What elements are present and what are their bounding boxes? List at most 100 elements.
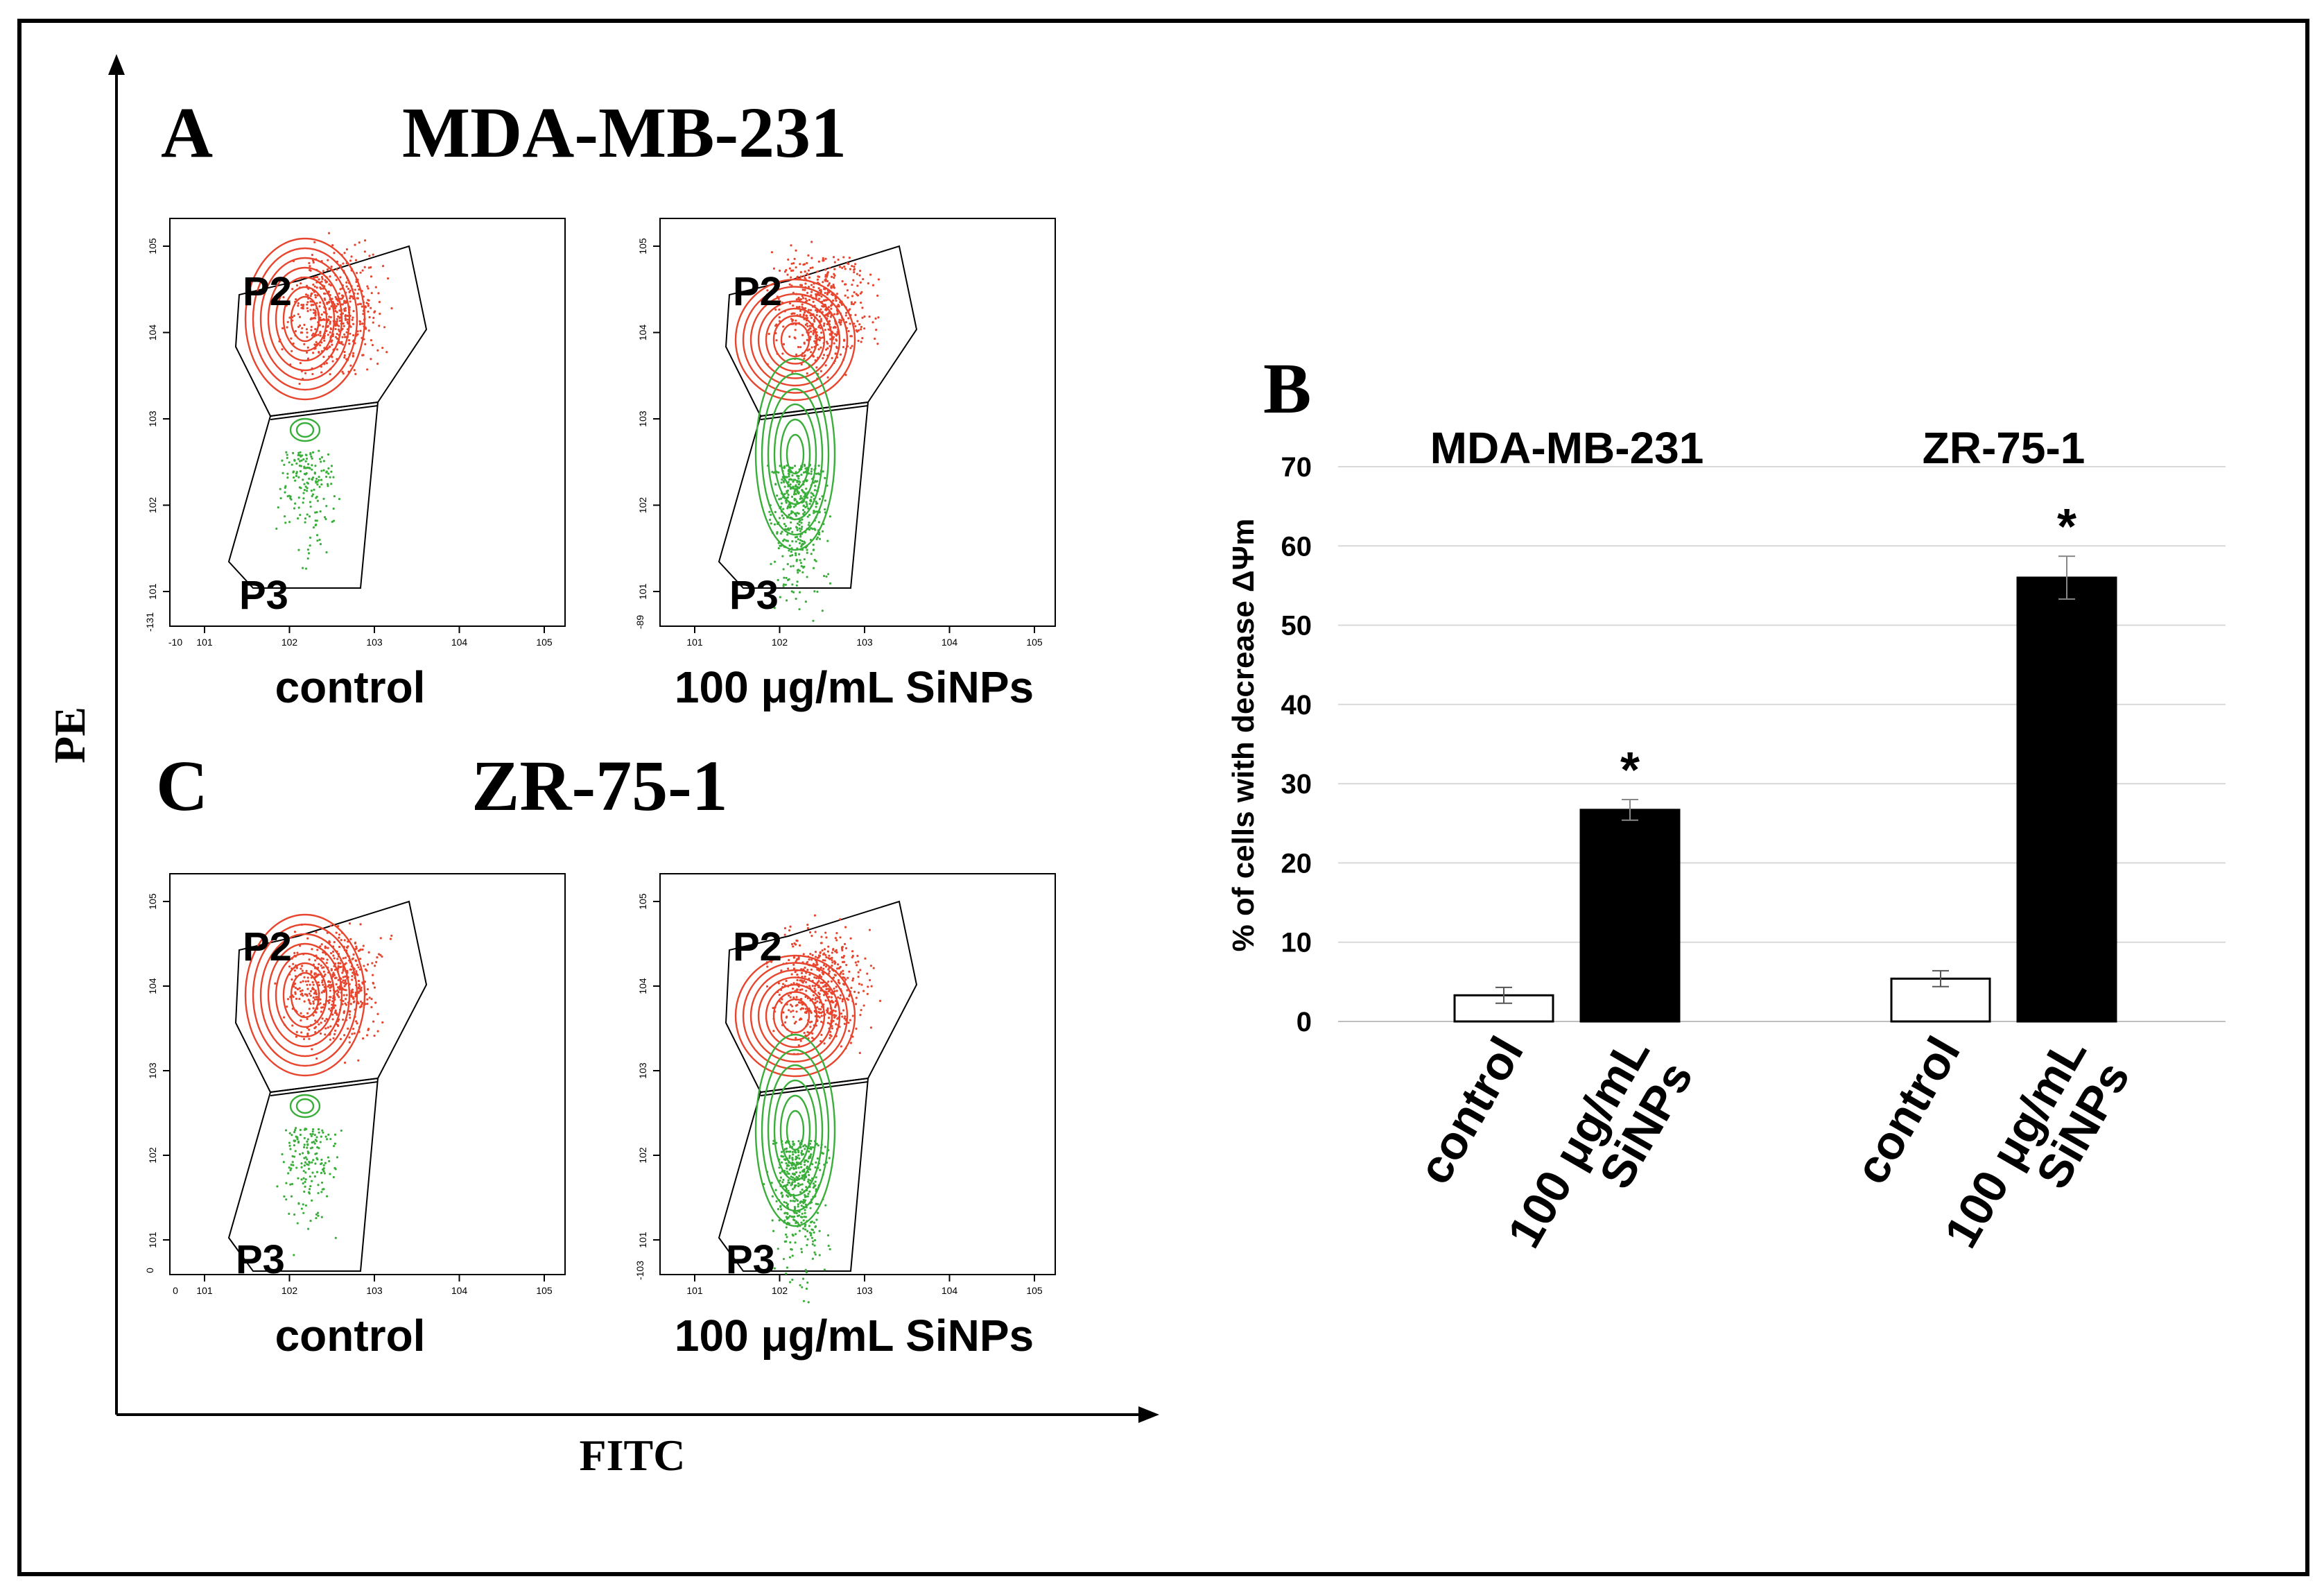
p2-event [835,1023,838,1026]
p2-event [366,285,369,288]
p2-event [327,325,329,327]
p3-event [311,1128,315,1131]
p2-event [797,306,801,309]
p2-event [324,279,327,282]
p2-contour [734,954,856,1078]
p2-event [348,1036,351,1039]
p3-event [796,569,799,572]
p2-event [821,949,824,952]
flow-plot-frame [659,873,1056,1275]
p2-event [328,345,331,348]
p3-event [799,559,801,562]
p2-event [855,293,858,295]
p2-event [335,976,338,979]
p2-event [314,314,317,317]
p3-event [315,497,318,499]
p3-event [297,517,300,520]
p2-event [815,366,818,369]
p3-event [810,1220,813,1223]
p2-event [322,1003,325,1006]
p3-event [323,516,327,519]
p2-event [302,980,304,983]
y-tick-label: 101 [147,1232,158,1248]
p2-event [348,1013,351,1016]
p2-event [801,334,804,336]
p3-event [789,483,792,486]
p2-event [795,1037,797,1039]
p3-event [315,511,318,514]
p3-event [813,1231,815,1234]
p2-event [857,960,860,963]
p3-event [779,1205,782,1208]
p2-event [329,284,332,287]
p3-event [803,1216,806,1218]
p3-event [815,1202,817,1205]
p3-event [799,497,802,499]
p2-event [381,1021,384,1024]
p3-event [303,1143,306,1146]
p2-event [788,267,791,270]
p2-contour [267,942,343,1048]
p3-event [786,492,788,494]
p3-event [804,1235,807,1238]
p2-event [322,337,325,340]
p2-event [822,299,826,302]
p3-event [301,454,304,457]
p3-event [289,1148,292,1150]
p2-event [325,362,328,365]
p2-event [342,1018,345,1021]
p2-event [337,978,340,981]
p2-event [863,327,866,330]
gate-boundary [270,1081,379,1096]
p2-event [862,277,865,281]
p2-event [293,982,297,985]
p3-event [802,1198,805,1202]
p2-event [831,961,834,964]
p3-event [324,518,327,521]
p2-event [850,302,853,305]
p3-event [795,1220,798,1223]
p3-event [790,1167,792,1170]
p2-event [841,1000,844,1003]
p3-event [304,521,306,524]
p3-event [322,497,325,500]
p3-event [307,1152,310,1155]
p2-event [312,303,315,307]
p2-event [799,309,802,313]
p2-event [840,323,842,326]
p2-event [299,361,302,365]
p2-event [828,954,831,957]
p2-event [345,285,348,288]
p2-event [835,985,838,988]
p2-event [333,941,336,944]
p2-event [817,1008,820,1010]
p2-event [322,983,324,986]
p2-event [795,306,799,309]
p2-event [832,256,835,259]
p2-event [839,994,842,996]
p2-event [844,373,847,377]
p3-event [785,501,788,504]
p2-event [376,1012,379,1015]
p3-event [795,1151,797,1154]
p3-event [801,1212,804,1215]
p2-event [809,1026,812,1028]
p2-event [839,997,842,1000]
p2-event [374,286,377,288]
p2-event [312,1007,315,1010]
p3-event [779,1171,781,1175]
p2-event [330,305,333,308]
p3-event [829,515,831,518]
p3-event [312,1159,315,1162]
p3-event [290,1195,293,1198]
p3-event [826,540,829,542]
p2-event [338,985,341,987]
p3-event [797,483,800,485]
p3-event [796,481,799,483]
p2-event [305,293,308,296]
p3-event [795,492,797,496]
p2-event [312,983,315,986]
p3-event [806,1243,808,1247]
p3-event [806,1160,809,1163]
p3-event [804,1268,807,1271]
